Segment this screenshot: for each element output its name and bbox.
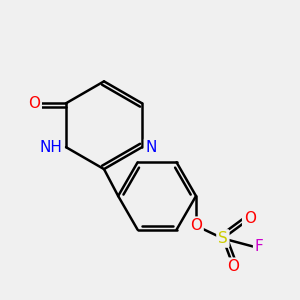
Text: O: O: [190, 218, 202, 233]
Text: O: O: [28, 96, 40, 111]
Text: NH: NH: [40, 140, 62, 155]
Text: N: N: [146, 140, 157, 155]
Text: O: O: [244, 211, 256, 226]
Text: F: F: [255, 239, 263, 254]
Text: O: O: [227, 259, 239, 274]
Text: S: S: [218, 231, 228, 246]
